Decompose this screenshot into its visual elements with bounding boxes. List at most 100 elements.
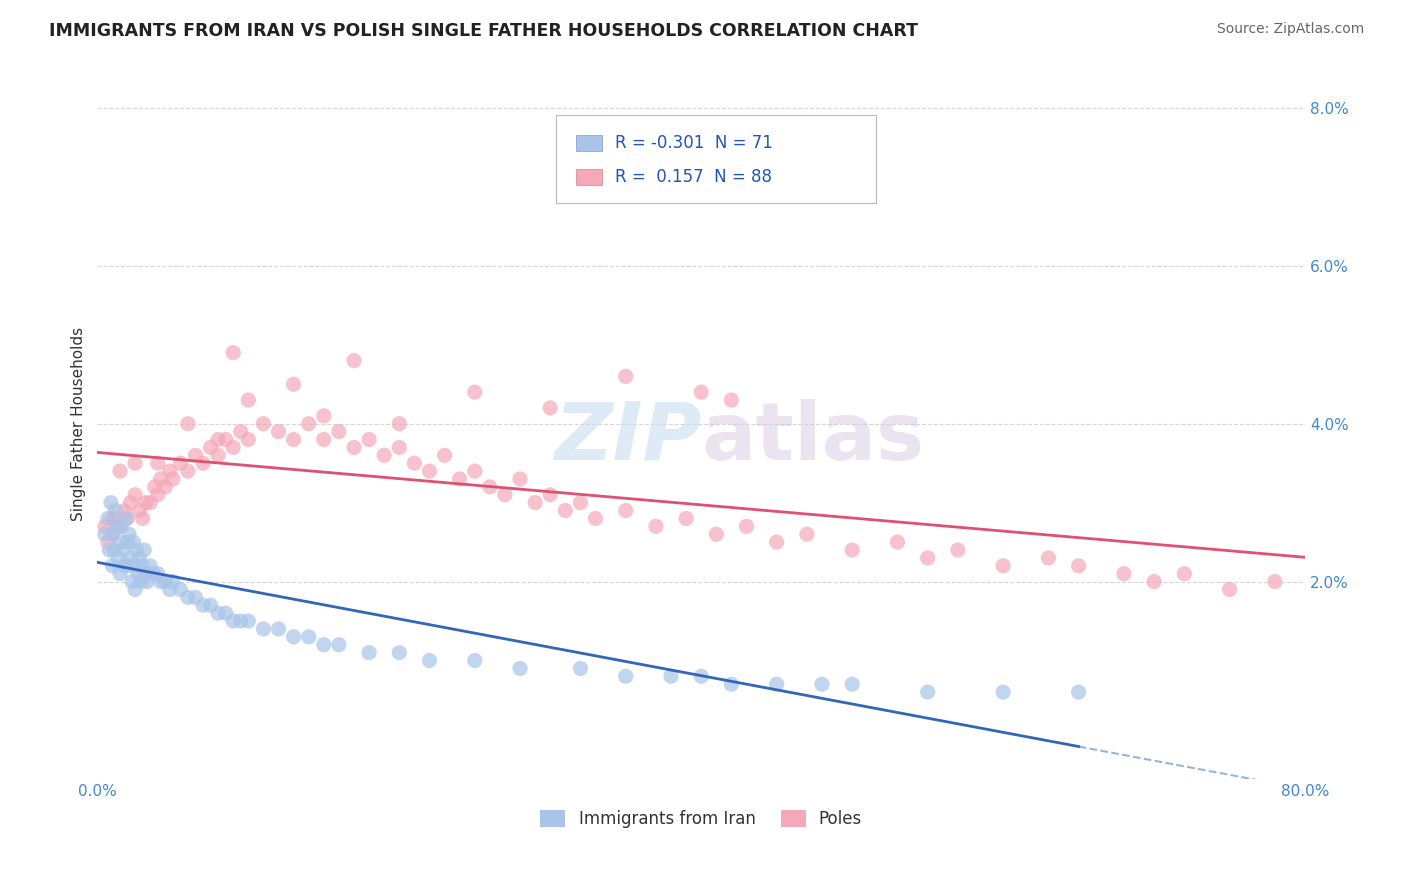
Point [146, 456, 169, 470]
Point [149, 472, 172, 486]
Point [796, 527, 818, 541]
Point [108, 566, 131, 581]
Point [103, 543, 125, 558]
Point [207, 433, 229, 447]
Point [135, 496, 157, 510]
Point [117, 558, 139, 573]
Point [1112, 566, 1135, 581]
Point [283, 377, 305, 392]
Point [155, 480, 177, 494]
Point [114, 503, 136, 517]
Point [115, 511, 138, 525]
Point [146, 488, 169, 502]
Point [139, 558, 162, 573]
Point [155, 574, 177, 589]
Point [298, 630, 321, 644]
Point [388, 646, 411, 660]
FancyBboxPatch shape [575, 169, 602, 185]
Point [312, 409, 335, 423]
Point [359, 646, 381, 660]
FancyBboxPatch shape [575, 135, 602, 151]
Point [184, 591, 207, 605]
Point [177, 417, 200, 431]
Point [229, 425, 252, 439]
Point [538, 488, 561, 502]
Point [614, 669, 637, 683]
Point [704, 527, 727, 541]
Point [1067, 685, 1090, 699]
Point [418, 464, 440, 478]
Point [159, 582, 181, 597]
Point [252, 622, 274, 636]
Point [159, 464, 181, 478]
Point [120, 496, 142, 510]
Point [222, 441, 245, 455]
Point [886, 535, 908, 549]
Point [128, 550, 150, 565]
Point [675, 511, 697, 525]
Point [645, 519, 668, 533]
Point [101, 527, 124, 541]
Point [494, 488, 516, 502]
Point [464, 385, 486, 400]
Text: ZIP: ZIP [554, 399, 702, 477]
Point [177, 464, 200, 478]
Point [97, 511, 120, 525]
Point [1067, 558, 1090, 573]
Point [509, 472, 531, 486]
Point [101, 527, 124, 541]
Text: R = -0.301  N = 71: R = -0.301 N = 71 [616, 134, 773, 152]
Point [169, 456, 191, 470]
Point [191, 456, 214, 470]
Point [659, 669, 682, 683]
Point [127, 566, 149, 581]
Point [614, 503, 637, 517]
Point [1038, 550, 1060, 565]
Point [149, 574, 172, 589]
Point [418, 653, 440, 667]
Point [117, 535, 139, 549]
Point [215, 433, 238, 447]
Point [131, 511, 153, 525]
Point [252, 417, 274, 431]
Point [215, 606, 238, 620]
Point [97, 535, 120, 549]
Point [449, 472, 471, 486]
Point [1264, 574, 1286, 589]
Point [811, 677, 834, 691]
Point [991, 685, 1014, 699]
Point [114, 558, 136, 573]
Point [207, 448, 229, 462]
Point [177, 591, 200, 605]
Point [991, 558, 1014, 573]
Point [125, 543, 148, 558]
Point [735, 519, 758, 533]
Point [104, 503, 127, 517]
Point [101, 511, 124, 525]
Point [765, 677, 787, 691]
Text: IMMIGRANTS FROM IRAN VS POLISH SINGLE FATHER HOUSEHOLDS CORRELATION CHART: IMMIGRANTS FROM IRAN VS POLISH SINGLE FA… [49, 22, 918, 40]
Point [841, 543, 863, 558]
Point [388, 441, 411, 455]
Point [108, 535, 131, 549]
Point [283, 630, 305, 644]
Point [105, 519, 128, 533]
Point [720, 677, 742, 691]
Point [343, 441, 366, 455]
Point [229, 614, 252, 628]
Point [238, 614, 260, 628]
Point [538, 401, 561, 415]
Point [841, 677, 863, 691]
Point [765, 535, 787, 549]
Point [200, 441, 222, 455]
Point [690, 669, 713, 683]
Point [121, 574, 143, 589]
Point [207, 606, 229, 620]
Point [1143, 574, 1166, 589]
Point [143, 480, 166, 494]
Point [162, 574, 184, 589]
Point [120, 550, 142, 565]
Point [464, 653, 486, 667]
Point [328, 638, 350, 652]
Point [359, 433, 381, 447]
